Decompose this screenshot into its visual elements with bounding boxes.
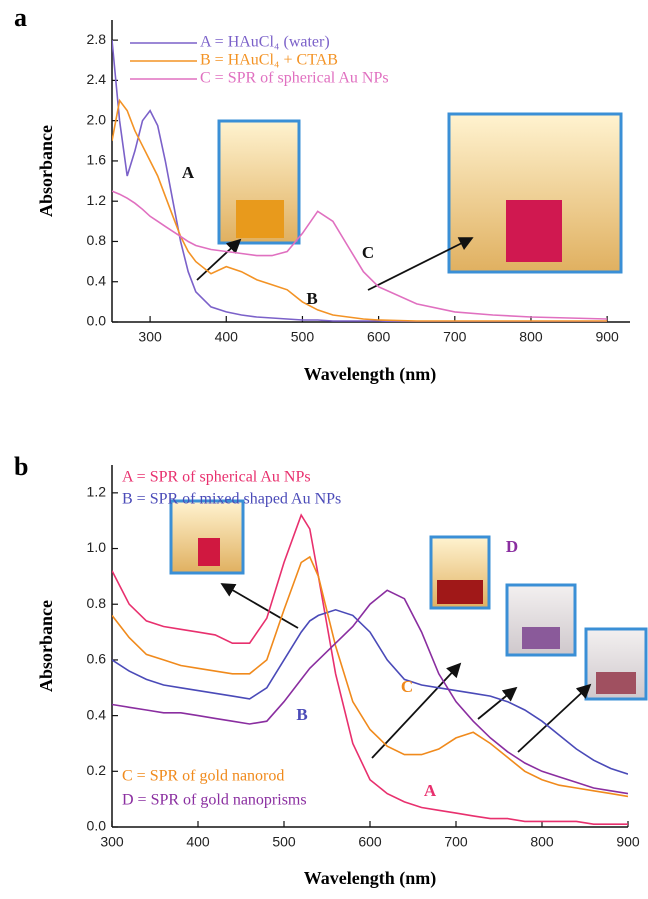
curve-label: B bbox=[306, 289, 317, 308]
y-tick-label: 0.4 bbox=[87, 706, 107, 722]
legend-label: C = SPR of gold nanorod bbox=[122, 768, 284, 785]
x-axis-label: Wavelength (nm) bbox=[304, 868, 437, 889]
x-tick-label: 600 bbox=[367, 329, 391, 345]
x-tick-label: 900 bbox=[616, 834, 640, 850]
legend-label: D = SPR of gold nanoprisms bbox=[122, 792, 307, 809]
x-tick-label: 400 bbox=[215, 329, 239, 345]
x-tick-label: 900 bbox=[595, 329, 619, 345]
y-axis-label: Absorbance bbox=[36, 125, 56, 217]
x-tick-label: 500 bbox=[272, 834, 296, 850]
y-axis-label: Absorbance bbox=[36, 600, 56, 692]
y-tick-label: 2.4 bbox=[87, 71, 107, 87]
figure: a 300 400 500 600 700 800 900 0.0 0.4 0.8 1.2 1.6 2.0… bbox=[0, 0, 648, 894]
legend-label: C = SPR of spherical Au NPs bbox=[200, 70, 389, 87]
x-tick-label: 800 bbox=[530, 834, 554, 850]
x-tick-label: 700 bbox=[444, 834, 468, 850]
y-tick-label: 0.2 bbox=[87, 762, 107, 778]
x-tick-label: 600 bbox=[358, 834, 382, 850]
x-axis-label: Wavelength (nm) bbox=[304, 364, 437, 385]
legend-label: A = SPR of spherical Au NPs bbox=[122, 469, 311, 486]
x-tick-label: 300 bbox=[100, 834, 124, 850]
y-tick-label: 1.2 bbox=[87, 484, 107, 500]
x-tick-label: 700 bbox=[443, 329, 467, 345]
y-tick-label: 1.6 bbox=[87, 152, 107, 168]
curve-label: A bbox=[182, 163, 195, 182]
legend-label: B = SPR of mixed shaped Au NPs bbox=[122, 491, 341, 508]
y-tick-label: 1.2 bbox=[87, 192, 107, 208]
curve-label: A bbox=[424, 781, 437, 800]
curve-label: C bbox=[401, 677, 413, 696]
photo-insets bbox=[171, 114, 646, 699]
legend-label: A = HAuCl₄ (water) bbox=[200, 34, 330, 51]
y-tick-label: 0.0 bbox=[87, 818, 107, 834]
y-tick-label: 1.0 bbox=[87, 539, 107, 555]
x-tick-label: 500 bbox=[291, 329, 315, 345]
legend-label: B = HAuCl₄ + CTAB bbox=[200, 52, 338, 69]
y-tick-label: 2.8 bbox=[87, 31, 107, 47]
y-tick-label: 0.0 bbox=[87, 313, 107, 329]
y-tick-label: 0.4 bbox=[87, 272, 107, 288]
x-tick-label: 300 bbox=[138, 329, 162, 345]
panel-letter: a bbox=[14, 3, 27, 32]
curve-label: D bbox=[506, 537, 518, 556]
y-tick-label: 0.8 bbox=[87, 232, 107, 248]
x-tick-label: 800 bbox=[519, 329, 543, 345]
y-tick-label: 0.6 bbox=[87, 651, 107, 667]
x-tick-label: 400 bbox=[186, 834, 210, 850]
curve-label: C bbox=[362, 243, 374, 262]
y-tick-label: 2.0 bbox=[87, 111, 107, 127]
panel-letter: b bbox=[14, 452, 28, 481]
curve-label: B bbox=[296, 705, 307, 724]
y-tick-label: 0.8 bbox=[87, 595, 107, 611]
